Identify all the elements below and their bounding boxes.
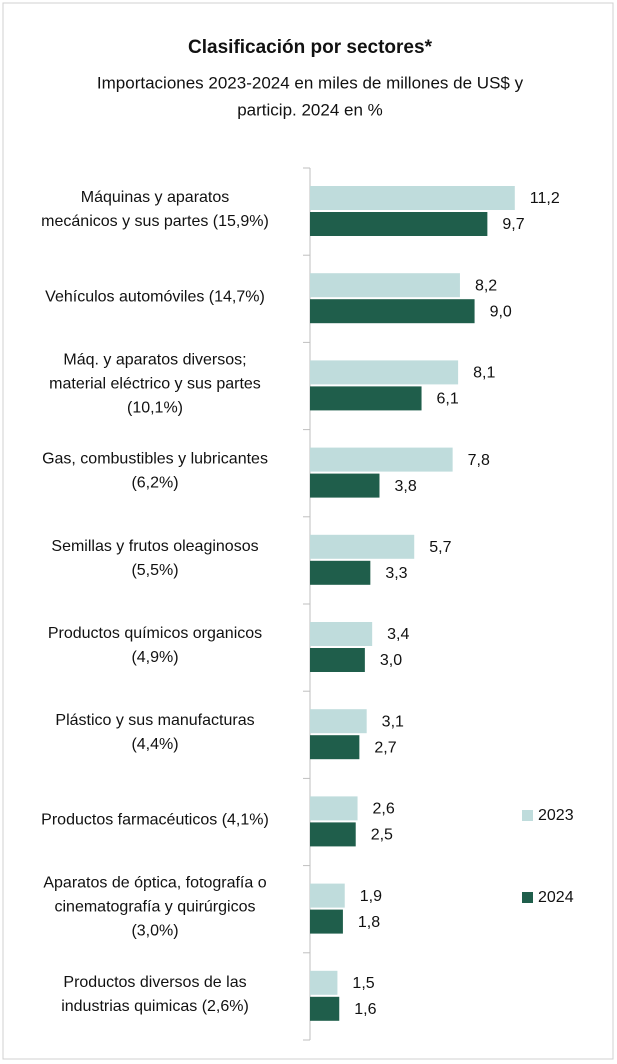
bar — [310, 273, 460, 298]
chart-title: Clasificación por sectores* — [188, 37, 433, 58]
category-label: Gas, combustibles y lubricantes (6,2%) — [42, 451, 268, 492]
bar — [310, 909, 343, 934]
value-label: 2,5 — [371, 827, 393, 844]
legend-swatch — [522, 810, 533, 821]
value-label: 8,1 — [473, 365, 495, 382]
category-label: Productos químicos organicos (4,9%) — [48, 625, 262, 666]
category-label: Aparatos de óptica, fotografía o cinemato… — [43, 875, 266, 940]
bar — [310, 709, 367, 734]
bar — [310, 299, 475, 324]
bar — [310, 534, 415, 559]
bar — [310, 212, 488, 236]
value-label: 5,7 — [429, 539, 451, 556]
bar — [310, 186, 515, 210]
bar — [310, 560, 371, 585]
bar — [310, 735, 360, 760]
category-label: Productos diversos de las industrias quim… — [61, 974, 249, 1015]
bar — [310, 883, 345, 908]
value-label: 3,4 — [387, 626, 409, 643]
value-label: 1,8 — [358, 914, 380, 931]
value-label: 3,0 — [380, 652, 402, 669]
bar — [310, 996, 340, 1021]
category-label: Vehículos automóviles (14,7%) — [45, 288, 265, 305]
value-label: 2,6 — [373, 801, 395, 818]
value-label: 9,0 — [490, 303, 512, 320]
legend-label: 2023 — [538, 807, 574, 824]
category-label: Plástico y sus manufacturas (4,4%) — [55, 712, 254, 753]
value-label: 2,7 — [374, 739, 396, 756]
bar — [310, 447, 453, 472]
value-label: 9,7 — [502, 216, 524, 233]
bar — [310, 648, 365, 672]
bar — [310, 970, 338, 995]
value-label: 3,8 — [394, 478, 416, 495]
category-label: Productos farmacéuticos (4,1%) — [41, 812, 269, 829]
bar — [310, 622, 373, 646]
value-label: 8,2 — [475, 277, 497, 294]
legend-swatch — [522, 892, 533, 903]
bar — [310, 360, 459, 385]
category-label: Máq. y aparatos diversos; material eléctr… — [49, 352, 261, 417]
value-label: 3,3 — [385, 565, 407, 582]
chart-subtitle: Importaciones 2023-2024 en miles de mill… — [97, 74, 524, 120]
value-label: 1,6 — [354, 1001, 376, 1018]
bar — [310, 386, 422, 411]
bar — [310, 796, 358, 821]
value-label: 1,9 — [360, 888, 382, 905]
legend-label: 2024 — [538, 889, 574, 906]
bar — [310, 473, 380, 498]
category-label: Semillas y frutos oleaginosos (5,5%) — [51, 538, 258, 579]
category-label: Máquinas y aparatos mecánicos y sus parte… — [41, 189, 269, 230]
value-label: 1,5 — [352, 975, 374, 992]
bar — [310, 822, 356, 847]
value-label: 7,8 — [468, 452, 490, 469]
value-label: 11,2 — [530, 190, 560, 207]
value-label: 6,1 — [437, 391, 459, 408]
value-label: 3,1 — [382, 713, 404, 730]
